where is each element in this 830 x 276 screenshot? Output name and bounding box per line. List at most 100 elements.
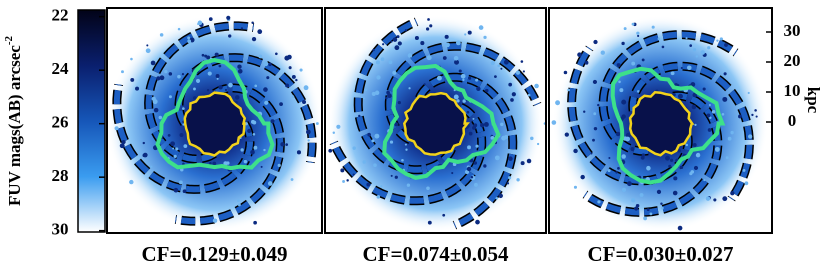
speckle — [280, 142, 285, 147]
green-contour — [382, 63, 501, 180]
speckle — [617, 167, 620, 170]
speckle — [637, 90, 640, 93]
speckle — [730, 191, 735, 196]
speckle — [427, 18, 430, 21]
speckle — [660, 206, 664, 210]
speckle — [615, 171, 618, 174]
speckle — [405, 148, 408, 151]
speckle — [158, 115, 163, 120]
speckle — [206, 89, 210, 92]
speckle — [583, 110, 586, 113]
speckle — [258, 54, 263, 59]
speckle — [367, 132, 371, 137]
speckle — [703, 178, 706, 182]
speckle — [621, 99, 627, 105]
spiral-arm — [629, 63, 753, 201]
speckle — [177, 27, 181, 31]
speckle — [503, 59, 509, 65]
speckle — [397, 101, 401, 105]
speckle — [597, 103, 600, 107]
inner-core — [402, 91, 470, 156]
speckle — [462, 78, 465, 82]
speckle — [268, 62, 272, 67]
speckle — [468, 76, 472, 80]
speckle — [197, 20, 203, 26]
panel-frame — [324, 7, 547, 234]
speckle — [121, 70, 124, 74]
spiral-arm — [331, 104, 485, 204]
speckle — [498, 193, 503, 199]
speckle — [615, 131, 621, 137]
speckle — [677, 84, 680, 87]
speckle — [307, 139, 310, 142]
speckle — [483, 122, 489, 127]
speckle — [677, 93, 683, 99]
spiral-arm — [416, 74, 516, 228]
speckle — [508, 156, 513, 161]
speckle — [564, 132, 569, 137]
inner-core — [183, 91, 247, 157]
speckle — [714, 146, 720, 152]
speckle — [315, 122, 319, 125]
speckle — [454, 59, 460, 65]
speckle — [214, 52, 219, 57]
speckle — [665, 155, 670, 161]
speckle — [374, 90, 380, 96]
speckle — [661, 45, 665, 49]
speckle — [456, 99, 460, 103]
speckle — [346, 179, 349, 182]
panel-frame — [548, 7, 773, 234]
speckle — [575, 122, 578, 125]
speckle — [172, 147, 175, 150]
speckle — [458, 69, 462, 73]
galaxy-panel — [325, 8, 547, 233]
speckle — [284, 55, 290, 61]
speckle — [302, 99, 307, 104]
speckle — [657, 37, 661, 41]
colorbar-tick-label: 24 — [52, 59, 70, 78]
speckle — [182, 107, 185, 110]
speckle — [646, 208, 650, 212]
speckle — [303, 85, 309, 91]
speckle — [563, 70, 568, 75]
speckle — [152, 99, 158, 105]
speckle — [639, 193, 644, 198]
speckle — [394, 175, 398, 179]
speckle — [387, 93, 392, 99]
speckle — [279, 102, 283, 107]
speckle — [573, 148, 578, 154]
speckle — [146, 44, 149, 47]
colorbar — [77, 9, 106, 233]
speckle — [515, 70, 521, 75]
spiral-arm — [113, 84, 254, 193]
speckle — [352, 146, 357, 150]
colorbar-tick-label: 30 — [52, 220, 69, 239]
speckle — [404, 29, 408, 32]
speckle — [253, 220, 257, 225]
speckle — [263, 61, 269, 67]
speckle — [266, 76, 270, 80]
speckle — [193, 96, 197, 100]
speckle — [508, 82, 513, 87]
speckle — [473, 161, 478, 165]
speckle — [397, 41, 402, 46]
speckle — [590, 152, 593, 155]
speckle — [130, 57, 133, 61]
speckle — [380, 57, 385, 62]
speckle — [404, 143, 407, 146]
speckle — [702, 87, 706, 91]
speckle — [716, 39, 719, 42]
speckle — [584, 60, 589, 65]
speckle — [577, 52, 582, 58]
speckle — [181, 72, 185, 76]
speckle — [209, 162, 212, 165]
speckle — [497, 64, 501, 68]
panel-caption: CF=0.129±0.049 — [142, 242, 288, 266]
speckle — [685, 143, 689, 147]
speckle — [677, 225, 683, 231]
speckle — [691, 104, 697, 110]
speckle — [153, 107, 159, 113]
speckle — [119, 143, 125, 149]
speckle — [263, 87, 268, 92]
speckle — [168, 95, 172, 99]
